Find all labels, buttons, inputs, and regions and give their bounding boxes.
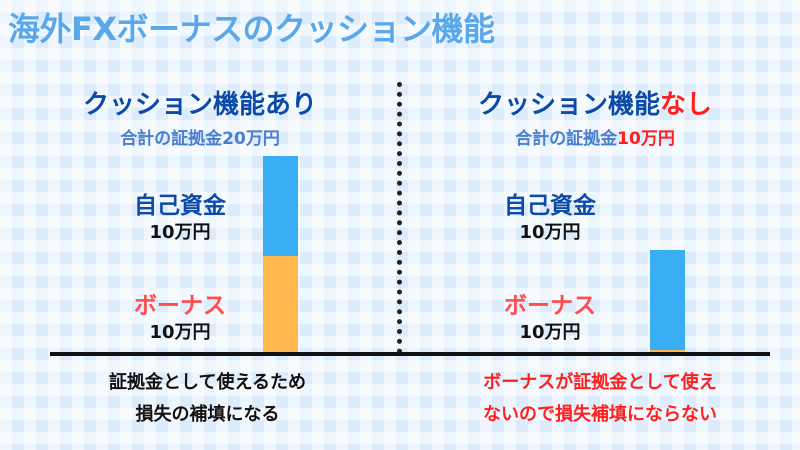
right-subtitle: 合計の証拠金10万円 <box>410 124 780 149</box>
left-heading-main: クッション機能 <box>82 90 265 120</box>
left-subtitle-prefix: 合計の証拠金 <box>120 129 223 149</box>
left-subtitle: 合計の証拠金20万円 <box>20 124 380 149</box>
right-subtitle-prefix: 合計の証拠金 <box>515 129 618 149</box>
left-own-funds-amount: 10万円 <box>149 222 211 243</box>
left-caption-line1: 証拠金として使えるため <box>109 372 306 393</box>
right-subtitle-value: 10万円 <box>617 129 675 149</box>
right-own-funds-bar <box>650 250 685 350</box>
left-own-funds-label: 自己資金 <box>134 193 226 219</box>
left-heading: クッション機能あり <box>20 84 380 121</box>
left-bonus-label: ボーナス <box>134 293 226 319</box>
right-bonus-amount: 10万円 <box>519 322 581 343</box>
left-own-funds-bar <box>263 156 298 256</box>
right-heading-main: クッション機能 <box>477 90 660 120</box>
left-heading-accent: あり <box>265 90 318 120</box>
page-title: 海外FXボーナスのクッション機能 <box>8 10 495 48</box>
right-caption-line2: ないので損失補填にならない <box>483 404 717 425</box>
left-subtitle-value: 20万円 <box>222 129 280 149</box>
right-own-funds-label: 自己資金 <box>504 193 596 219</box>
center-divider <box>397 82 402 354</box>
left-caption-line2: 損失の補填になる <box>135 404 280 425</box>
left-bonus-amount: 10万円 <box>149 322 211 343</box>
right-heading: クッション機能なし <box>410 84 780 121</box>
left-bonus-bar <box>263 256 298 353</box>
right-heading-accent: なし <box>660 90 713 120</box>
baseline <box>50 352 770 356</box>
right-caption-line1: ボーナスが証拠金として使え <box>483 372 717 393</box>
right-bonus-label: ボーナス <box>504 293 596 319</box>
right-own-funds-amount: 10万円 <box>519 222 581 243</box>
